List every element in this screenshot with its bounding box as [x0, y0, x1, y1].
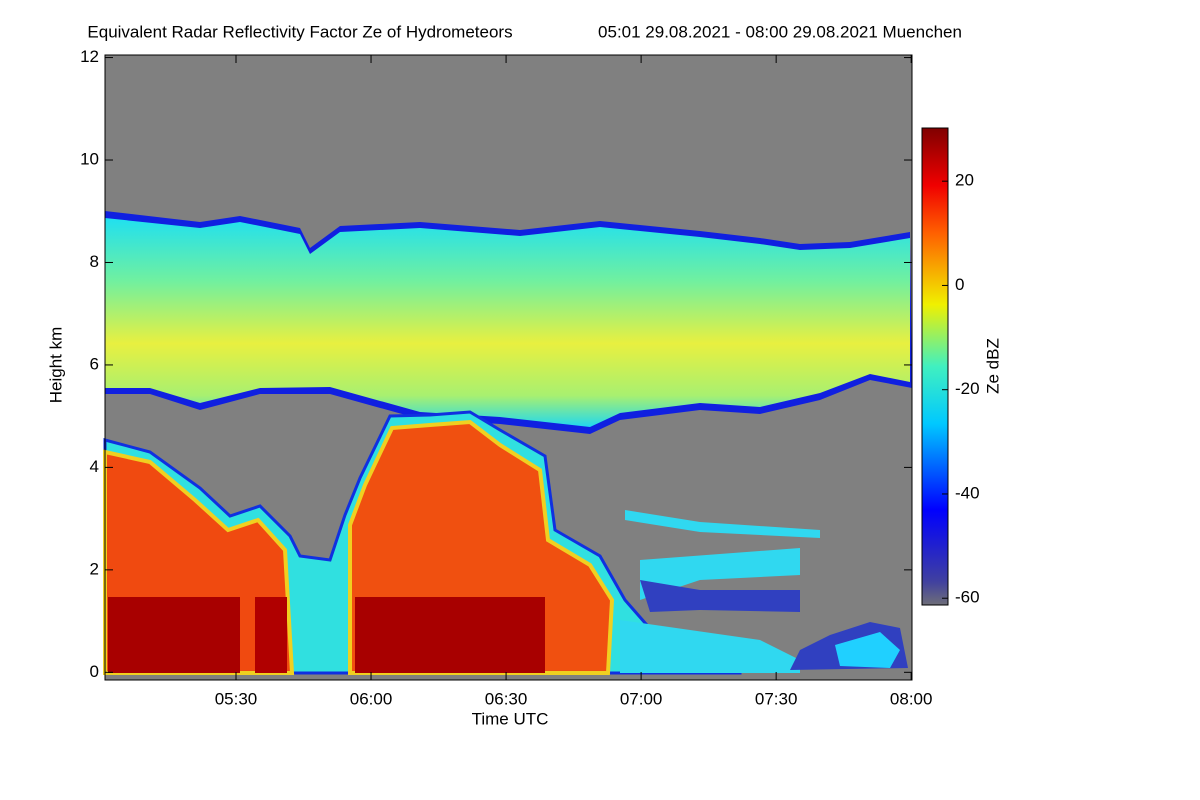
colorbar-tick-label: -40: [955, 483, 980, 502]
y-tick-label: 8: [90, 252, 99, 271]
colorbar-tick-label: -60: [955, 588, 980, 607]
y-tick-label: 0: [90, 662, 99, 681]
colorbar: [921, 127, 949, 606]
colorbar-label: Ze dBZ: [983, 338, 1002, 394]
upper-cloud: [105, 218, 910, 427]
sparse-echo: [620, 510, 820, 673]
y-tick-label: 4: [90, 457, 99, 476]
radar-field: [103, 55, 912, 680]
core-left: [108, 597, 240, 673]
x-tick-label: 06:30: [485, 689, 528, 708]
x-axis-label: Time UTC: [472, 709, 549, 728]
plot-frame: [104, 54, 913, 681]
core-left-2: [255, 597, 287, 673]
x-tick-label: 08:00: [890, 689, 933, 708]
colorbar-tick-label: -20: [955, 379, 980, 398]
colorbar-tick-label: 0: [955, 275, 964, 294]
y-tick-label: 12: [80, 47, 99, 66]
x-tick-label: 07:30: [755, 689, 798, 708]
y-tick-label: 10: [80, 150, 99, 169]
y-tick-label: 6: [90, 354, 99, 373]
x-tick-label: 05:30: [215, 689, 258, 708]
y-axis-label: Height km: [46, 327, 65, 404]
x-tick-label: 06:00: [350, 689, 393, 708]
y-tick-label: 2: [90, 559, 99, 578]
core-middle: [355, 597, 545, 673]
chart-subtitle: 05:01 29.08.2021 - 08:00 29.08.2021 Muen…: [598, 22, 962, 41]
colorbar-tick-label: 20: [955, 171, 974, 190]
sparse-echo-cyan: [835, 632, 900, 668]
chart-title: Equivalent Radar Reflectivity Factor Ze …: [87, 22, 512, 41]
x-tick-label: 07:00: [620, 689, 663, 708]
